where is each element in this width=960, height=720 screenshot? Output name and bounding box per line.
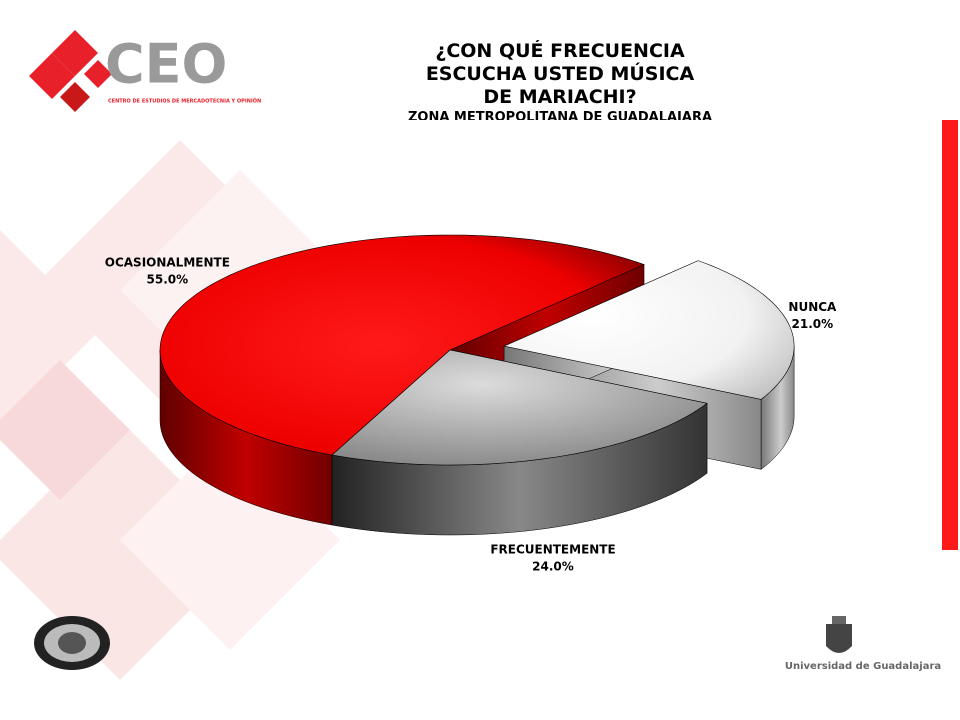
pie-chart: OCASIONALMENTE 55.0% FRECUENTEMENTE 24.0% NU… <box>105 234 837 573</box>
chart-subtitle: ZONA METROPOLITANA DE GUADALAJARA <box>407 110 713 120</box>
logo: CEO CENTRO DE ESTUDIOS DE MERCADOTECNIA … <box>29 30 261 112</box>
seal <box>34 616 110 670</box>
logo-name: CEO <box>105 33 227 96</box>
slice-label: OCASIONALMENTE <box>105 255 230 269</box>
slice-label: NUNCA <box>788 300 837 314</box>
university-name: Universidad de Guadalajara <box>785 661 941 672</box>
slice-value-label: 24.0% <box>532 559 574 573</box>
title-box: ¿CON QUÉ FRECUENCIA ESCUCHA USTED MÚSICA… <box>300 40 820 120</box>
slice-label: FRECUENTEMENTE <box>490 542 615 556</box>
pie-slice <box>503 260 795 400</box>
logo-tagline: CENTRO DE ESTUDIOS DE MERCADOTECNIA Y OP… <box>108 98 261 105</box>
title-block: ¿CON QUÉ FRECUENCIA ESCUCHA USTED MÚSICA… <box>300 40 820 120</box>
chart-title: ¿CON QUÉ FRECUENCIA ESCUCHA USTED MÚSICA… <box>425 40 695 108</box>
pie-slice <box>331 349 708 466</box>
pie-slice <box>159 234 645 456</box>
slice-value-label: 55.0% <box>147 272 189 286</box>
side-bar <box>942 120 958 550</box>
slice-value-label: 21.0% <box>792 317 834 331</box>
university-logo: Universidad de Guadalajara <box>785 616 941 672</box>
